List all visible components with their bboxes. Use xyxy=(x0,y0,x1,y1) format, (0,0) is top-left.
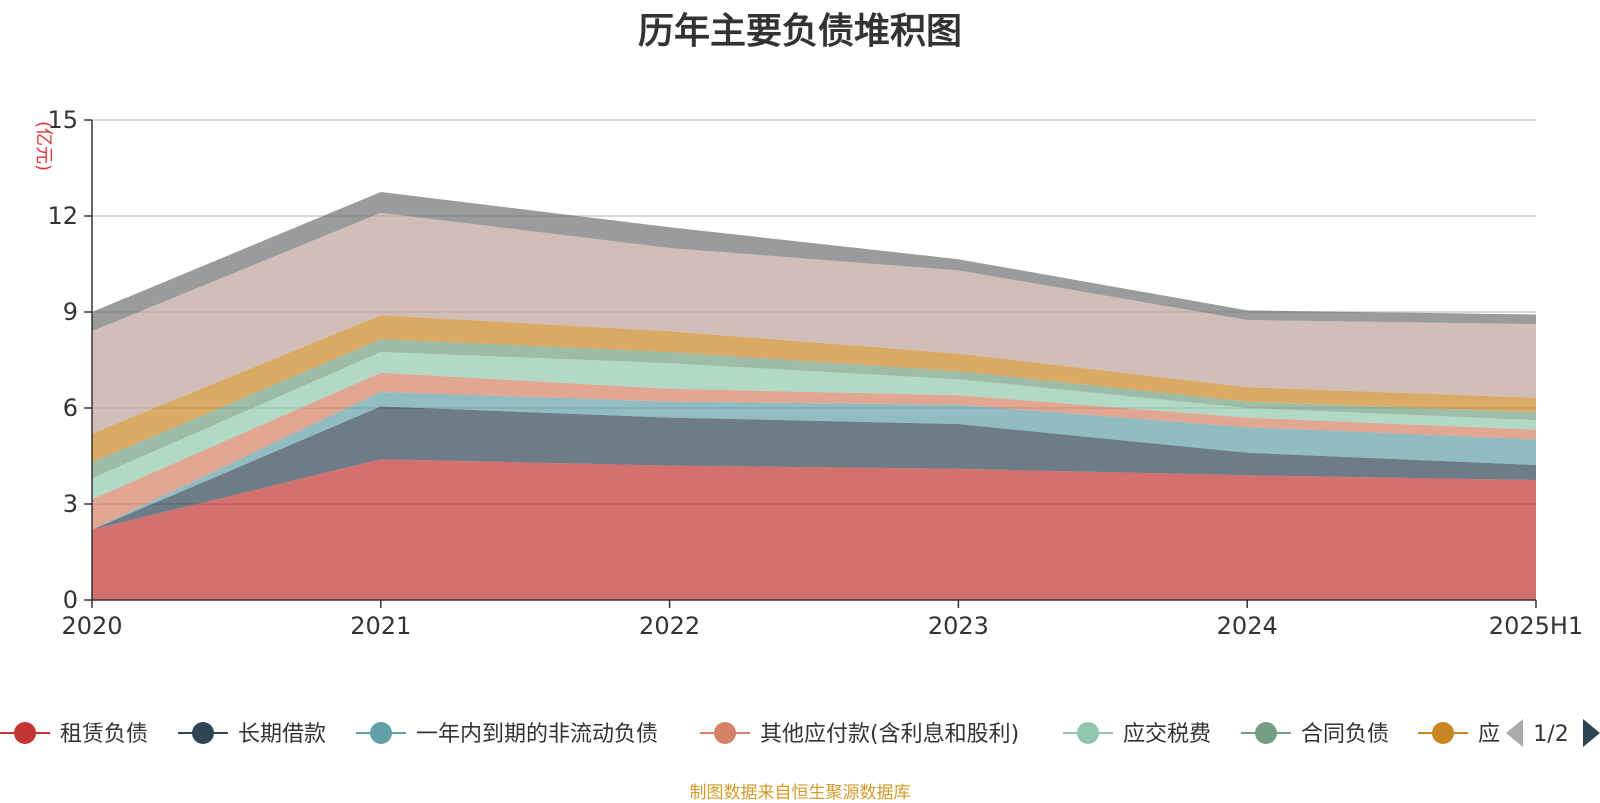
legend-item-4[interactable]: 应交税费 xyxy=(1063,722,1211,747)
legend-marker-icon xyxy=(714,722,736,744)
legend-label: 长期借款 xyxy=(238,722,326,747)
legend-item-5[interactable]: 合同负债 xyxy=(1241,722,1389,747)
legend-label: 其他应付款(含利息和股利) xyxy=(760,722,1019,747)
source-note: 制图数据来自恒生聚源数据库 xyxy=(689,783,911,803)
chart-title: 历年主要负债堆积图 xyxy=(637,11,962,52)
x-tick-label: 2025H1 xyxy=(1489,612,1583,640)
area-series-4[interactable] xyxy=(92,352,1536,500)
legend-label: 应 xyxy=(1478,722,1500,747)
legend-item-2[interactable]: 一年内到期的非流动负债 xyxy=(356,722,658,747)
x-tick-label: 2020 xyxy=(61,612,122,640)
legend-marker-icon xyxy=(1432,722,1454,744)
legend-item-6[interactable]: 应 xyxy=(1418,722,1500,747)
x-tick-label: 2021 xyxy=(350,612,411,640)
y-tick-label: 0 xyxy=(63,586,78,614)
y-tick-label: 15 xyxy=(47,106,78,134)
x-tick-label: 2023 xyxy=(928,612,989,640)
legend-marker-icon xyxy=(192,722,214,744)
legend-item-3[interactable]: 其他应付款(含利息和股利) xyxy=(700,722,1019,747)
area-series-7[interactable] xyxy=(92,212,1536,434)
legend-label: 合同负债 xyxy=(1301,722,1389,747)
legend[interactable]: 租赁负债 长期借款 一年内到期的非流动负债 其他应付款(含利息和股利) 应交税费 合同负债… xyxy=(0,722,1500,747)
legend-label: 应交税费 xyxy=(1123,722,1211,747)
legend-prev-icon[interactable] xyxy=(1506,719,1523,747)
legend-marker-icon xyxy=(370,722,392,744)
legend-marker-icon xyxy=(1077,722,1099,744)
legend-marker-icon xyxy=(1255,722,1277,744)
legend-pager: 1/2 xyxy=(1506,719,1600,747)
stacked-areas xyxy=(92,192,1536,600)
legend-item-1[interactable]: 长期借款 xyxy=(178,722,326,747)
area-series-2[interactable] xyxy=(92,392,1536,530)
legend-page-indicator: 1/2 xyxy=(1533,722,1568,747)
x-tick-label: 2022 xyxy=(639,612,700,640)
axes: 0 3 6 9 12 15 2020 2021 2022 2023 2024 2025H1 xyxy=(47,106,1583,640)
y-tick-label: 3 xyxy=(63,490,78,518)
legend-item-0[interactable]: 租赁负债 xyxy=(0,722,148,747)
y-tick-label: 9 xyxy=(63,298,78,326)
area-series-5[interactable] xyxy=(92,339,1536,479)
y-tick-label: 6 xyxy=(63,394,78,422)
area-series-6[interactable] xyxy=(92,315,1536,463)
legend-marker-icon xyxy=(14,722,36,744)
legend-label: 一年内到期的非流动负债 xyxy=(416,722,658,747)
area-series-0[interactable] xyxy=(92,459,1536,600)
legend-next-icon[interactable] xyxy=(1583,719,1600,747)
area-series-8[interactable] xyxy=(92,192,1536,332)
y-tick-label: 12 xyxy=(47,202,78,230)
area-series-1[interactable] xyxy=(92,406,1536,530)
x-tick-label: 2024 xyxy=(1217,612,1278,640)
y-axis-unit: (亿元) xyxy=(33,121,54,171)
legend-label: 租赁负债 xyxy=(60,722,148,747)
